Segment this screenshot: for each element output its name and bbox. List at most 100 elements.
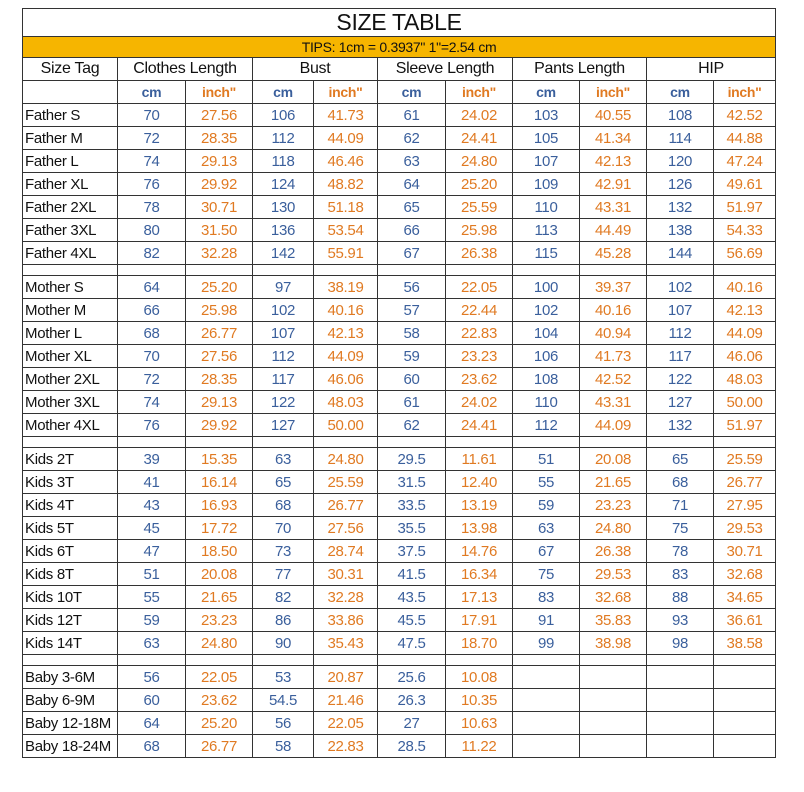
value-cm: 90 xyxy=(252,631,314,655)
unit-cm: cm xyxy=(117,80,186,104)
value-inch: 44.09 xyxy=(579,413,647,437)
unit-cm: cm xyxy=(512,80,580,104)
unit-row: cm inch" cm inch" cm inch" cm inch" cm inch" xyxy=(22,80,777,104)
table-row: Kids 12T 59 23.23 86 33.86 45.5 17.91 91 35.83 93… xyxy=(22,608,777,632)
spacer-cell xyxy=(22,264,118,276)
value-cm: 107 xyxy=(252,321,314,345)
value-inch: 24.80 xyxy=(185,631,253,655)
spacer-cell xyxy=(512,654,580,666)
table-row: Baby 12-18M 64 25.20 56 22.05 27 10.63 xyxy=(22,711,777,735)
value-cm: 82 xyxy=(117,241,186,265)
value-inch: 41.73 xyxy=(313,103,378,127)
table-row: Baby 3-6M 56 22.05 53 20.87 25.6 10.08 xyxy=(22,665,777,689)
spacer-cell xyxy=(712,436,777,448)
value-inch: 53.54 xyxy=(313,218,378,242)
value-cm: 60 xyxy=(117,688,186,712)
spacer-cell xyxy=(313,264,378,276)
header-pants-length: Pants Length xyxy=(512,57,647,81)
value-inch: 25.59 xyxy=(313,470,378,494)
value-cm: 107 xyxy=(512,149,580,173)
value-inch xyxy=(579,711,647,735)
value-inch: 17.72 xyxy=(185,516,253,540)
value-cm: 86 xyxy=(252,608,314,632)
value-inch: 42.13 xyxy=(579,149,647,173)
value-inch: 38.58 xyxy=(712,631,777,655)
value-cm: 106 xyxy=(512,344,580,368)
value-inch: 27.56 xyxy=(185,103,253,127)
value-cm: 60 xyxy=(377,367,446,391)
value-cm: 68 xyxy=(117,321,186,345)
value-cm: 62 xyxy=(377,126,446,150)
value-inch: 56.69 xyxy=(712,241,777,265)
value-cm: 78 xyxy=(117,195,186,219)
value-inch: 39.37 xyxy=(579,275,647,299)
value-cm: 56 xyxy=(252,711,314,735)
size-tag: Baby 18-24M xyxy=(22,734,118,758)
value-cm: 68 xyxy=(646,470,714,494)
value-inch: 30.71 xyxy=(712,539,777,563)
table-row: Mother L 68 26.77 107 42.13 58 22.83 104 40.94 11… xyxy=(22,321,777,345)
value-inch: 40.94 xyxy=(579,321,647,345)
spacer-cell xyxy=(252,654,314,666)
value-cm: 107 xyxy=(646,298,714,322)
table-row: Kids 10T 55 21.65 82 32.28 43.5 17.13 83 32.68 88… xyxy=(22,585,777,609)
value-inch: 23.23 xyxy=(579,493,647,517)
size-tag: Father 2XL xyxy=(22,195,118,219)
value-inch: 18.70 xyxy=(445,631,513,655)
value-cm: 112 xyxy=(646,321,714,345)
spacer-cell xyxy=(252,436,314,448)
spacer-cell xyxy=(377,654,446,666)
value-inch: 23.23 xyxy=(445,344,513,368)
value-cm: 45 xyxy=(117,516,186,540)
value-inch: 28.35 xyxy=(185,126,253,150)
spacer-cell xyxy=(512,436,580,448)
value-cm: 82 xyxy=(252,585,314,609)
value-cm: 108 xyxy=(646,103,714,127)
value-inch: 26.77 xyxy=(185,321,253,345)
table-row: Kids 5T 45 17.72 70 27.56 35.5 13.98 63 24.80 75 2… xyxy=(22,516,777,540)
unit-inch: inch" xyxy=(313,80,378,104)
spacer-cell xyxy=(22,654,118,666)
spacer-cell xyxy=(117,264,186,276)
conversion-tips: TIPS: 1cm = 0.3937" 1"=2.54 cm xyxy=(21,36,777,58)
value-inch: 36.61 xyxy=(712,608,777,632)
spacer-cell xyxy=(646,436,714,448)
value-cm: 97 xyxy=(252,275,314,299)
value-cm: 57 xyxy=(377,298,446,322)
value-cm: 72 xyxy=(117,126,186,150)
value-inch: 40.16 xyxy=(313,298,378,322)
value-cm xyxy=(646,688,714,712)
value-cm: 45.5 xyxy=(377,608,446,632)
spacer-cell xyxy=(377,436,446,448)
unit-cm: cm xyxy=(252,80,314,104)
unit-inch: inch" xyxy=(185,80,253,104)
value-inch: 50.00 xyxy=(313,413,378,437)
value-cm: 66 xyxy=(117,298,186,322)
value-inch: 23.62 xyxy=(185,688,253,712)
value-inch xyxy=(712,734,777,758)
value-cm: 120 xyxy=(646,149,714,173)
value-inch: 29.92 xyxy=(185,413,253,437)
value-cm: 100 xyxy=(512,275,580,299)
value-inch: 32.68 xyxy=(712,562,777,586)
value-inch: 29.13 xyxy=(185,149,253,173)
value-inch xyxy=(712,688,777,712)
value-inch: 31.50 xyxy=(185,218,253,242)
value-cm: 113 xyxy=(512,218,580,242)
value-inch xyxy=(712,665,777,689)
table-row: Father L 74 29.13 118 46.46 63 24.80 107 42.13 12… xyxy=(22,149,777,173)
value-cm: 65 xyxy=(646,447,714,471)
value-inch: 48.03 xyxy=(313,390,378,414)
value-cm: 65 xyxy=(252,470,314,494)
value-cm: 115 xyxy=(512,241,580,265)
value-inch: 22.83 xyxy=(445,321,513,345)
table-row: Kids 2T 39 15.35 63 24.80 29.5 11.61 51 20.08 65 2… xyxy=(22,447,777,471)
unit-cm: cm xyxy=(646,80,714,104)
value-cm xyxy=(512,734,580,758)
spacer-cell xyxy=(313,654,378,666)
spacer-cell xyxy=(22,436,118,448)
value-inch: 40.16 xyxy=(579,298,647,322)
spacer-cell xyxy=(185,264,253,276)
value-cm: 70 xyxy=(117,103,186,127)
value-cm: 70 xyxy=(252,516,314,540)
